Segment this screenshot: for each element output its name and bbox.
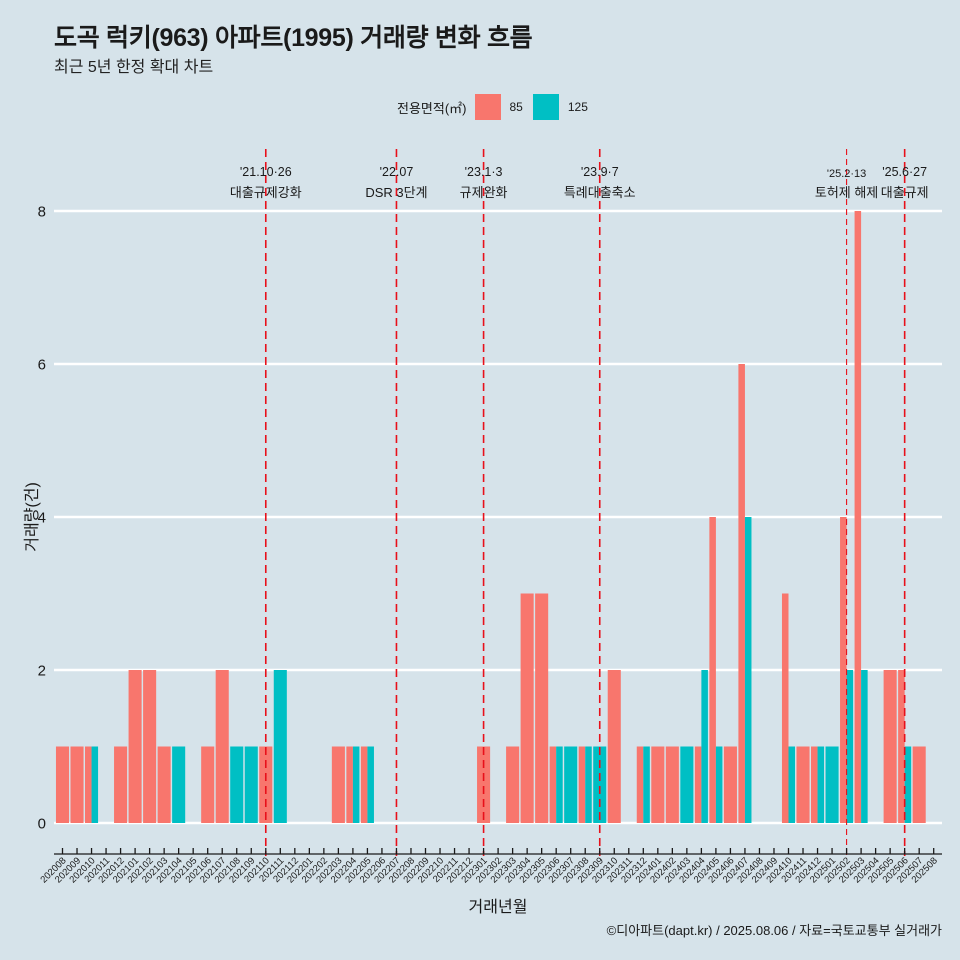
legend-title: 전용면적(㎡) [397, 100, 467, 116]
bar-85-202103 [157, 746, 171, 823]
legend-label-85: 85 [509, 100, 523, 114]
bar-85-202107 [215, 670, 229, 823]
bar-85-202102 [143, 670, 157, 823]
bar-125-202412 [817, 746, 825, 823]
bar-125-202109 [244, 746, 258, 823]
bar-125-202405 [715, 746, 723, 823]
bar-85-202507 [912, 746, 926, 823]
bar-125-202404 [701, 670, 708, 823]
bar-125-202410 [788, 746, 796, 823]
bar-125-202307 [564, 746, 578, 823]
event-date-label: '25.2·13 [827, 168, 866, 180]
bar-85-202308 [578, 746, 586, 823]
y-tick-label: 4 [38, 510, 46, 527]
bar-85-202406 [723, 746, 737, 823]
legend-key-125 [532, 94, 559, 120]
bar-85-202405 [709, 517, 716, 823]
bar-125-202501 [825, 746, 839, 823]
bar-85-202506 [898, 670, 905, 823]
bar-85-202410 [781, 593, 789, 823]
bar-125-202204 [352, 746, 360, 823]
event-date-label: '21.10·26 [240, 165, 292, 179]
bar-85-202407 [738, 364, 745, 823]
bar-85-202101 [128, 670, 142, 823]
bar-85-202310 [607, 670, 621, 823]
y-tick-label: 8 [38, 204, 46, 221]
bars [55, 211, 926, 823]
event-date-label: '23.1·3 [465, 165, 503, 179]
y-tick-label: 2 [38, 663, 46, 680]
bar-125-202010 [91, 746, 99, 823]
bar-85-202402 [665, 746, 679, 823]
event-label: DSR 3단계 [365, 185, 427, 200]
bar-125-202309 [593, 746, 607, 823]
bar-85-202404 [694, 746, 702, 823]
bar-125-202312 [643, 746, 650, 823]
bar-125-202104 [172, 746, 186, 823]
bar-85-202305 [535, 593, 549, 823]
bar-85-202008 [55, 746, 70, 823]
chart-title: 도곡 럭키(963) 아파트(1995) 거래량 변화 흐름 [54, 24, 533, 52]
x-axis-title: 거래년월 [469, 898, 528, 916]
event-date-label: '23.9·7 [581, 165, 619, 179]
y-tick-label: 0 [38, 816, 46, 833]
event-lines: '21.10·26 대출규제강화 '22.07 DSR 3단계 '23.1·3 규제완화 '… [230, 149, 929, 856]
event-date-label: '25.6·27 [882, 165, 927, 179]
bar-125-202502 [846, 670, 854, 823]
bar-85-202503 [854, 211, 862, 823]
bar-85-202203 [331, 746, 345, 823]
bar-125-202403 [680, 746, 694, 823]
bar-85-202401 [651, 746, 665, 823]
bar-85-202303 [506, 746, 520, 823]
bar-125-202503 [861, 670, 868, 823]
bar-85-202012 [114, 746, 128, 823]
event-label: 대출규제강화 [230, 185, 302, 200]
bar-85-202312 [636, 746, 644, 823]
bar-125-202111 [273, 670, 287, 823]
bar-85-202412 [811, 746, 818, 823]
bar-125-202306 [556, 746, 563, 823]
bar-85-202205 [360, 746, 368, 823]
bar-85-202505 [883, 670, 897, 823]
chart-subtitle: 최근 5년 한정 확대 차트 [54, 59, 214, 76]
bar-85-202411 [796, 746, 810, 823]
legend-label-125: 125 [567, 100, 588, 114]
bar-85-202204 [346, 746, 353, 823]
bar-125-202205 [367, 746, 374, 823]
bar-85-202106 [201, 746, 215, 823]
caption: ©디아파트(dapt.kr) / 2025.08.06 / 자료=국토교통부 실… [607, 923, 942, 938]
gridlines [54, 209, 942, 825]
bar-85-202110 [259, 746, 273, 823]
bar-85-202301 [477, 746, 491, 823]
bar-85-202010 [85, 746, 92, 823]
bar-85-202304 [520, 593, 534, 823]
legend-key-85 [474, 94, 501, 120]
y-tick-label: 6 [38, 357, 46, 374]
bar-125-202407 [744, 517, 752, 823]
bar-125-202506 [904, 746, 912, 823]
bar-125-202308 [585, 746, 592, 823]
bar-85-202502 [840, 517, 847, 823]
event-label: 규제완화 [460, 185, 508, 200]
event-label: 대출규제 [881, 185, 929, 200]
bar-125-202108 [230, 746, 244, 823]
bar-85-202009 [70, 746, 84, 823]
event-date-label: '22.07 [380, 165, 414, 179]
event-label: 특례대출축소 [564, 185, 636, 200]
bar-85-202306 [549, 746, 557, 823]
legend: 전용면적(㎡) 85 125 [397, 94, 598, 120]
y-axis-title: 거래량(건) [23, 482, 41, 552]
event-label: 토허제 해제 [815, 185, 878, 200]
